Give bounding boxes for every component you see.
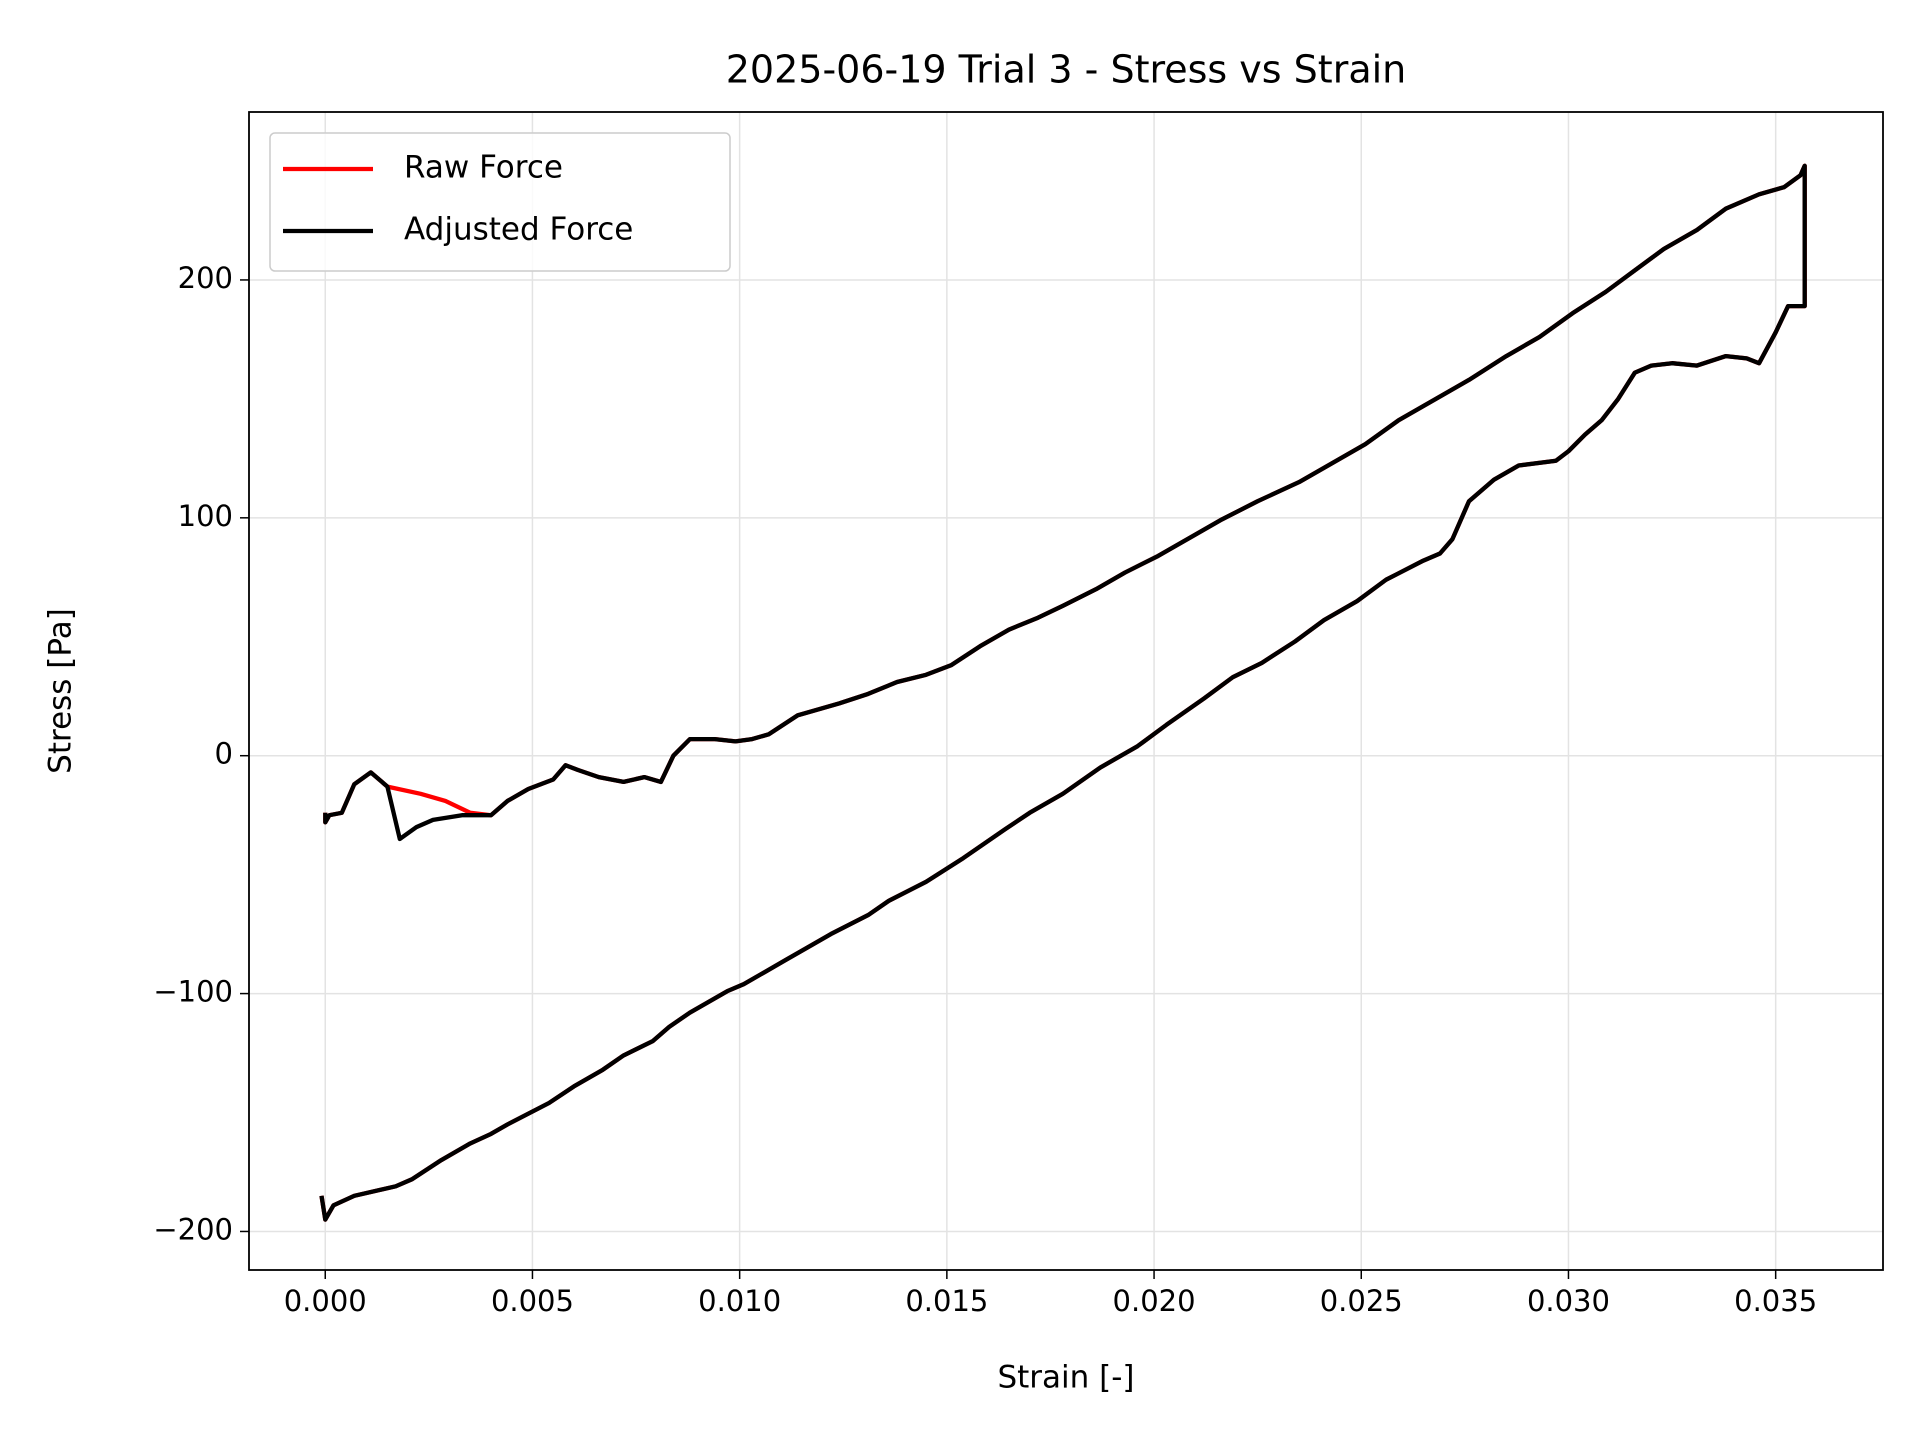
grid [249, 112, 1883, 1270]
legend-label: Adjusted Force [404, 212, 633, 248]
plot-area [319, 163, 1807, 1222]
legend: Raw Force Adjusted Force [269, 132, 731, 272]
series-line [319, 163, 1807, 1222]
x-axis-label: Strain [-] [997, 1360, 1134, 1396]
x-tick-label: 0.025 [1320, 1284, 1403, 1318]
ticks: 0.000 0.005 0.010 0.015 0.020 0.025 0.030 0.035… [153, 261, 1817, 1318]
axes-frame [248, 111, 1884, 1271]
y-tick-label: 200 [178, 261, 233, 295]
y-tick-label: −100 [153, 975, 233, 1009]
x-tick-label: 0.015 [905, 1284, 988, 1318]
x-tick-label: 0.005 [491, 1284, 574, 1318]
x-tick-label: 0.010 [698, 1284, 781, 1318]
x-tick-label: 0.030 [1527, 1284, 1610, 1318]
series-line [319, 163, 1807, 1222]
legend-label: Raw Force [404, 150, 563, 186]
y-axis-label: Stress [Pa] [43, 608, 79, 774]
legend-box [269, 132, 731, 272]
x-tick-label: 0.020 [1113, 1284, 1196, 1318]
y-tick-label: −200 [153, 1212, 233, 1246]
x-tick-label: 0.000 [284, 1284, 367, 1318]
x-tick-label: 0.035 [1734, 1284, 1817, 1318]
y-tick-label: 0 [215, 737, 233, 771]
chart-title: 2025-06-19 Trial 3 - Stress vs Strain [726, 48, 1407, 92]
y-tick-label: 100 [178, 499, 233, 533]
